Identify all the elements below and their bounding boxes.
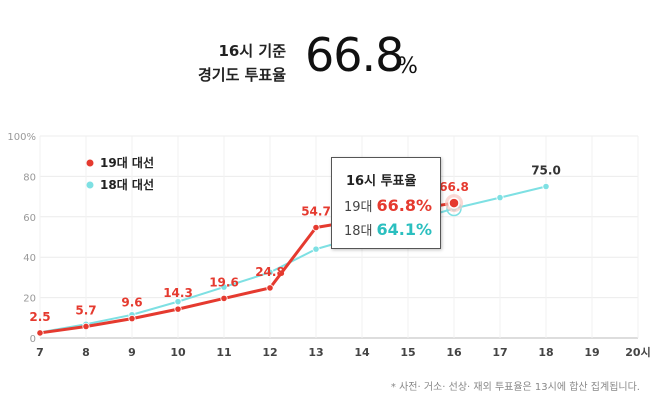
- series-point-19[interactable]: [312, 223, 320, 232]
- x-tick-label: 12: [262, 346, 277, 359]
- legend-label: 18대 대선: [100, 177, 154, 192]
- headline-time: 16시 기준: [218, 42, 287, 60]
- legend-label: 19대 대선: [100, 155, 154, 170]
- series-point-19[interactable]: [82, 322, 90, 331]
- x-tick-label: 15: [400, 346, 415, 359]
- x-tick-label: 9: [128, 346, 136, 359]
- data-label: 24.8: [255, 265, 285, 279]
- series-point-19[interactable]: [174, 305, 182, 313]
- y-tick-label: 100%: [7, 132, 36, 143]
- legend: 19대 대선 18대 대선: [86, 155, 154, 192]
- legend-marker: [86, 181, 94, 189]
- y-tick-label: 20: [23, 294, 36, 305]
- footnote: * 사전· 거소· 선상· 재외 투표율은 13시에 합산 집계됩니다.: [390, 382, 640, 393]
- series-point-18[interactable]: [220, 283, 228, 291]
- series-point-19[interactable]: [220, 294, 228, 303]
- x-tick-label: 14: [354, 346, 370, 359]
- y-tick-label: 40: [23, 253, 36, 264]
- x-tick-label: 18: [538, 346, 553, 359]
- y-tick-label: 80: [23, 172, 36, 183]
- data-label: 19.6: [209, 275, 239, 289]
- x-tick-label: 20시: [625, 346, 650, 359]
- tooltip-row-18: 18대 64.1%: [344, 220, 432, 239]
- legend-marker: [86, 159, 94, 167]
- x-tick-label: 7: [36, 346, 44, 359]
- series-point-18[interactable]: [174, 298, 182, 306]
- data-label: 5.7: [75, 303, 96, 317]
- y-tick-label: 0: [30, 334, 36, 345]
- x-tick-label: 17: [492, 346, 507, 359]
- data-label: 66.8: [439, 180, 469, 194]
- series-point-19[interactable]: [448, 197, 460, 209]
- tooltip: 16시 투표율 19대 66.8% 18대 64.1%: [331, 157, 441, 249]
- tooltip-value-19: 66.8%: [376, 196, 433, 215]
- data-label: 54.7: [301, 205, 331, 219]
- x-tick-label: 11: [216, 346, 231, 359]
- label-layer: 75.0 2.5 5.7 9.6 14.3 19.6 24.8 54.7 66.8: [29, 164, 560, 324]
- series-point-19[interactable]: [36, 329, 44, 337]
- tooltip-key-18: 18대: [344, 224, 373, 239]
- data-label: 14.3: [163, 286, 193, 300]
- x-tick-label: 16: [446, 346, 462, 359]
- series-point-19[interactable]: [266, 284, 274, 292]
- headline-turnout-unit: %: [397, 54, 418, 79]
- series-layer: [36, 182, 550, 337]
- series-point-18[interactable]: [542, 182, 550, 191]
- y-tick-label: 60: [23, 213, 36, 224]
- headline-region: 경기도 투표율: [197, 66, 286, 84]
- data-label: 9.6: [121, 296, 142, 310]
- series-point-18[interactable]: [266, 268, 274, 276]
- tooltip-row-19: 19대 66.8%: [344, 196, 432, 215]
- headline: 16시 기준 경기도 투표율 66.8 %: [0, 0, 662, 100]
- x-tick-label: 8: [82, 346, 90, 359]
- tooltip-key-19: 19대: [344, 200, 373, 215]
- series-point-18[interactable]: [312, 245, 320, 253]
- x-tick-label: 13: [308, 346, 323, 359]
- x-tick-label: 10: [170, 346, 186, 359]
- axis-layer: 0 20 40 60 80 100% 7 8 9 10 11 12 13 14 15 16 17 18 19 20시: [7, 132, 650, 359]
- series-point-18[interactable]: [496, 194, 504, 202]
- x-tick-label: 19: [584, 346, 599, 359]
- series-point-19[interactable]: [128, 315, 136, 323]
- tooltip-title: 16시 투표율: [346, 174, 417, 189]
- data-label: 75.0: [531, 164, 561, 178]
- tooltip-value-18: 64.1%: [376, 220, 433, 239]
- data-label: 2.5: [29, 310, 50, 324]
- headline-turnout-value: 66.8: [305, 28, 404, 82]
